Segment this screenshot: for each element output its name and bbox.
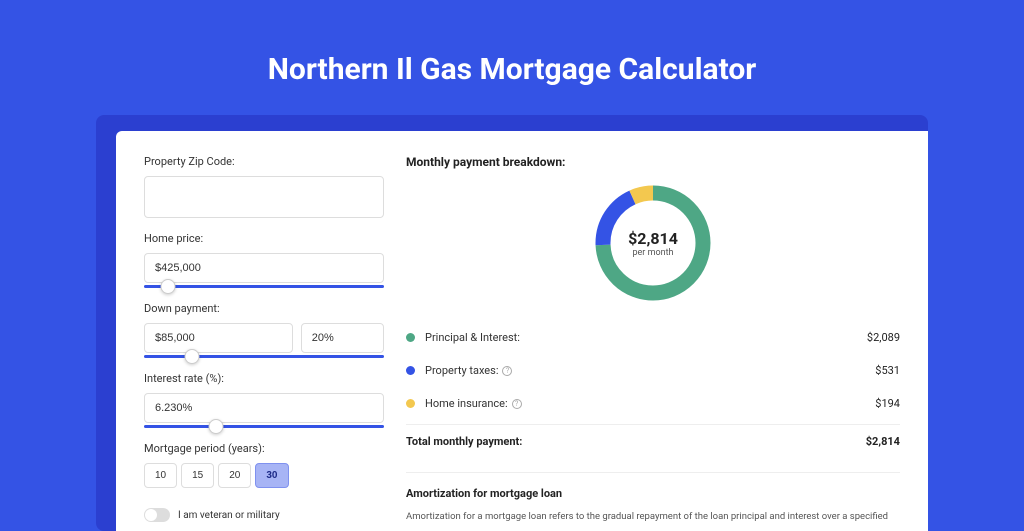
legend-value: $194: [875, 397, 900, 410]
calculator-card: Property Zip Code: Home price: Down paym…: [116, 131, 928, 531]
amortization-title: Amortization for mortgage loan: [406, 487, 900, 500]
donut-value: $2,814: [628, 229, 678, 248]
slider-thumb[interactable]: [209, 419, 224, 434]
interest-field: Interest rate (%):: [144, 372, 384, 428]
info-icon[interactable]: ?: [512, 399, 522, 409]
legend: Principal & Interest:$2,089Property taxe…: [406, 321, 900, 420]
down-payment-pct-input[interactable]: [301, 323, 384, 353]
home-price-slider[interactable]: [144, 285, 384, 288]
down-payment-slider[interactable]: [144, 355, 384, 358]
zip-field: Property Zip Code:: [144, 155, 384, 218]
interest-slider[interactable]: [144, 425, 384, 428]
slider-thumb[interactable]: [161, 279, 176, 294]
home-price-label: Home price:: [144, 232, 384, 245]
period-label: Mortgage period (years):: [144, 442, 384, 455]
interest-input[interactable]: [144, 393, 384, 423]
total-value: $2,814: [866, 435, 900, 448]
legend-dot: [406, 366, 415, 375]
interest-label: Interest rate (%):: [144, 372, 384, 385]
donut-center: $2,814 per month: [593, 183, 713, 303]
legend-label: Principal & Interest:: [425, 331, 867, 344]
page-title: Northern Il Gas Mortgage Calculator: [0, 0, 1024, 115]
breakdown-column: Monthly payment breakdown: $2,814 per mo…: [406, 155, 900, 531]
veteran-toggle[interactable]: [144, 508, 170, 522]
card-shadow: Property Zip Code: Home price: Down paym…: [96, 115, 928, 531]
donut-sub: per month: [632, 248, 673, 258]
legend-label: Home insurance:?: [425, 397, 875, 410]
veteran-row: I am veteran or military: [144, 508, 384, 522]
period-btn-15[interactable]: 15: [181, 463, 214, 488]
donut-chart-wrap: $2,814 per month: [406, 183, 900, 303]
legend-value: $2,089: [867, 331, 900, 344]
legend-row: Principal & Interest:$2,089: [406, 321, 900, 354]
amortization-section: Amortization for mortgage loan Amortizat…: [406, 472, 900, 523]
legend-dot: [406, 399, 415, 408]
down-payment-field: Down payment:: [144, 302, 384, 358]
info-icon[interactable]: ?: [502, 366, 512, 376]
slider-thumb[interactable]: [185, 349, 200, 364]
total-label: Total monthly payment:: [406, 435, 866, 448]
period-btn-30[interactable]: 30: [255, 463, 288, 488]
home-price-input[interactable]: [144, 253, 384, 283]
period-options: 10152030: [144, 463, 384, 488]
total-row: Total monthly payment: $2,814: [406, 424, 900, 458]
down-payment-label: Down payment:: [144, 302, 384, 315]
veteran-label: I am veteran or military: [178, 510, 280, 521]
legend-value: $531: [875, 364, 900, 377]
donut-chart: $2,814 per month: [593, 183, 713, 303]
form-column: Property Zip Code: Home price: Down paym…: [144, 155, 384, 531]
zip-label: Property Zip Code:: [144, 155, 384, 168]
breakdown-title: Monthly payment breakdown:: [406, 155, 900, 169]
down-payment-input[interactable]: [144, 323, 293, 353]
legend-dot: [406, 333, 415, 342]
period-btn-20[interactable]: 20: [218, 463, 251, 488]
legend-row: Home insurance:?$194: [406, 387, 900, 420]
home-price-field: Home price:: [144, 232, 384, 288]
legend-label: Property taxes:?: [425, 364, 875, 377]
period-field: Mortgage period (years): 10152030: [144, 442, 384, 488]
zip-input[interactable]: [144, 176, 384, 218]
period-btn-10[interactable]: 10: [144, 463, 177, 488]
legend-row: Property taxes:?$531: [406, 354, 900, 387]
